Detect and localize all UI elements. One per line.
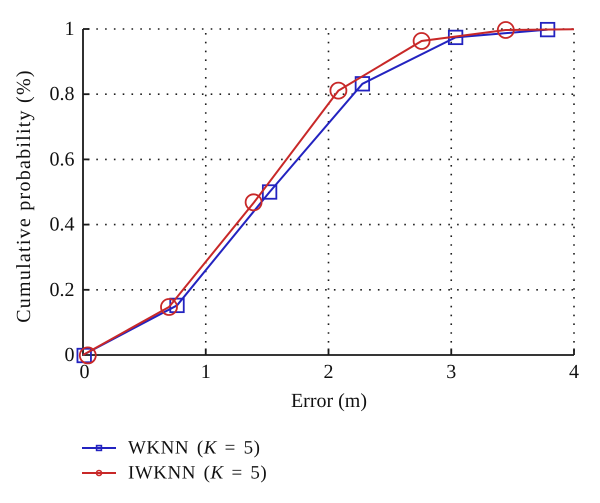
svg-text:1: 1 [201,361,211,383]
svg-text:1: 1 [65,18,75,40]
svg-text:Error (m): Error (m) [291,390,367,412]
svg-text:2: 2 [324,361,334,383]
svg-text:0.8: 0.8 [50,83,75,105]
svg-text:0: 0 [65,344,75,366]
svg-text:WKNN (K = 5): WKNN (K = 5) [128,438,260,459]
svg-text:Cumulative probability (%): Cumulative probability (%) [13,69,35,323]
svg-text:IWKNN (K = 5): IWKNN (K = 5) [128,463,267,484]
svg-text:0.6: 0.6 [50,148,75,170]
svg-text:0: 0 [80,361,90,383]
svg-text:0.4: 0.4 [50,214,75,236]
svg-text:0.2: 0.2 [50,279,75,301]
svg-text:3: 3 [446,361,456,383]
svg-text:4: 4 [569,361,579,383]
